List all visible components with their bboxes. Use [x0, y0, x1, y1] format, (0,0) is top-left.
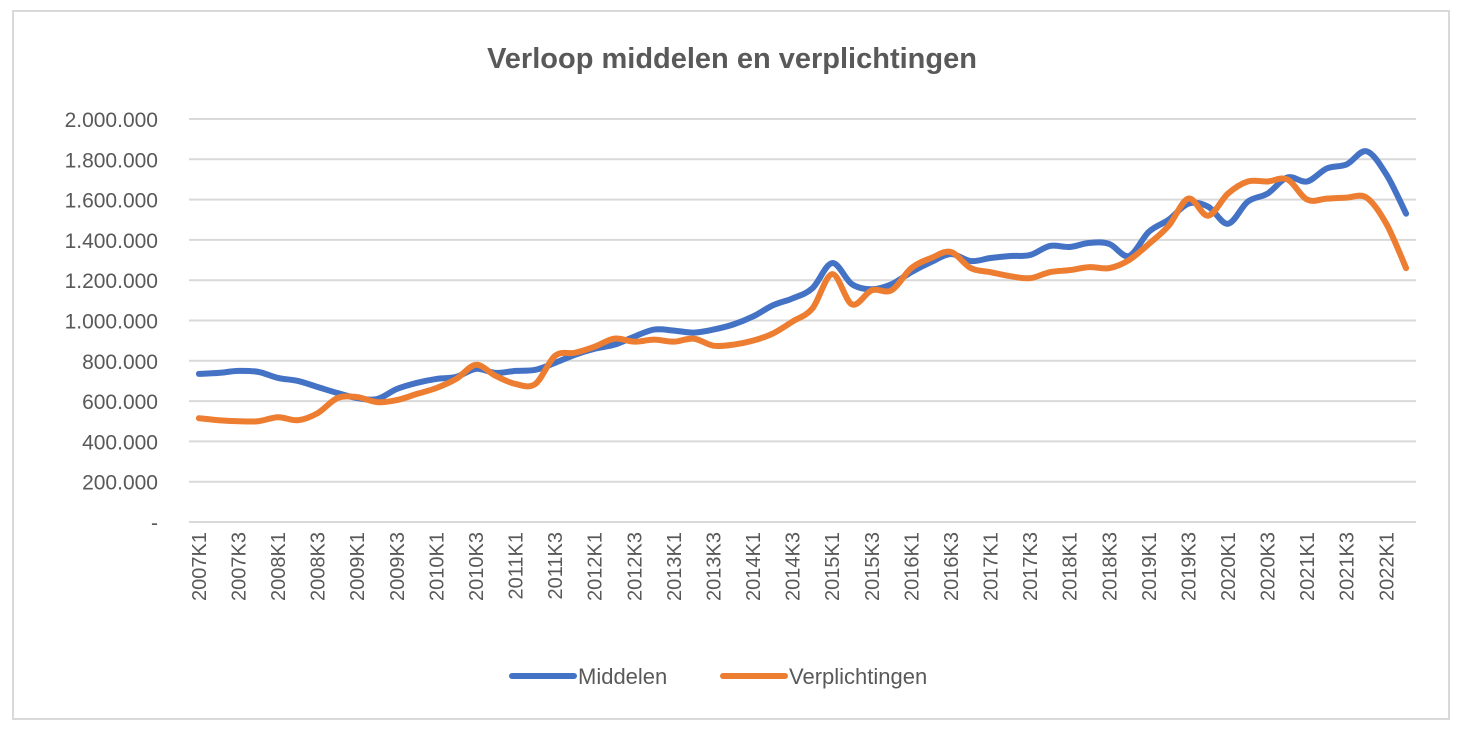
x-tick-label: 2012K3	[624, 532, 646, 601]
x-tick-label: 2008K3	[308, 532, 330, 601]
x-tick-label: 2017K3	[1020, 532, 1042, 601]
x-tick-label: 2015K3	[862, 532, 884, 601]
y-axis-tick-labels: - 200.000 400.000 600.000 800.000 1.000.000 1.…	[65, 109, 158, 535]
legend-label-verplichtingen: Verplichtingen	[789, 664, 927, 689]
y-tick-label: 1.800.000	[65, 149, 158, 172]
legend-label-middelen: Middelen	[578, 664, 667, 689]
y-tick-label: 1.200.000	[65, 270, 158, 293]
x-axis-tick-labels: 2007K1 2007K3 2008K1 2008K3 2009K1 2009K3 2010…	[189, 532, 1398, 601]
x-tick-label: 2011K3	[545, 532, 567, 599]
x-tick-label: 2020K1	[1218, 532, 1240, 601]
chart-title: Verloop middelen en verplichtingen	[487, 43, 977, 75]
x-tick-label: 2017K1	[981, 532, 1003, 601]
y-tick-label: 200.000	[82, 472, 158, 495]
y-tick-label: -	[151, 512, 158, 535]
y-tick-label: 400.000	[82, 431, 158, 454]
x-tick-label: 2007K1	[189, 532, 211, 601]
y-tick-label: 800.000	[82, 351, 158, 374]
x-tick-label: 2009K3	[387, 532, 409, 601]
x-tick-label: 2013K1	[664, 532, 686, 601]
legend: Middelen Verplichtingen	[509, 664, 927, 689]
y-tick-label: 2.000.000	[65, 109, 158, 132]
x-tick-label: 2007K3	[228, 532, 250, 601]
x-tick-label: 2012K1	[585, 532, 607, 601]
x-tick-label: 2014K3	[783, 532, 805, 601]
x-tick-label: 2022K1	[1376, 532, 1398, 601]
x-tick-label: 2009K1	[347, 532, 369, 601]
y-tick-label: 600.000	[82, 391, 158, 414]
x-tick-label: 2015K1	[822, 532, 844, 601]
x-tick-label: 2010K3	[466, 532, 488, 601]
x-tick-label: 2016K3	[941, 532, 963, 601]
y-tick-label: 1.400.000	[65, 230, 158, 253]
x-tick-label: 2019K3	[1178, 532, 1200, 601]
series-line-verplichtingen	[195, 175, 1410, 425]
x-tick-label: 2008K1	[268, 532, 290, 601]
y-tick-label: 1.000.000	[65, 311, 158, 334]
x-tick-label: 2010K1	[426, 532, 448, 601]
gridlines	[189, 118, 1416, 523]
x-tick-label: 2014K1	[743, 532, 765, 601]
x-tick-label: 2018K3	[1099, 532, 1121, 601]
x-tick-label: 2020K3	[1258, 532, 1280, 601]
chart-frame	[12, 10, 1450, 720]
x-tick-label: 2018K1	[1060, 532, 1082, 601]
x-tick-label: 2019K1	[1139, 532, 1161, 601]
y-tick-label: 1.600.000	[65, 190, 158, 213]
x-tick-label: 2021K3	[1337, 532, 1359, 601]
x-tick-label: 2016K1	[901, 532, 923, 601]
x-tick-label: 2013K3	[703, 532, 725, 601]
series-lines	[195, 148, 1410, 425]
series-line-middelen	[195, 148, 1410, 403]
x-tick-label: 2011K1	[506, 532, 528, 599]
x-tick-label: 2021K1	[1297, 532, 1319, 601]
